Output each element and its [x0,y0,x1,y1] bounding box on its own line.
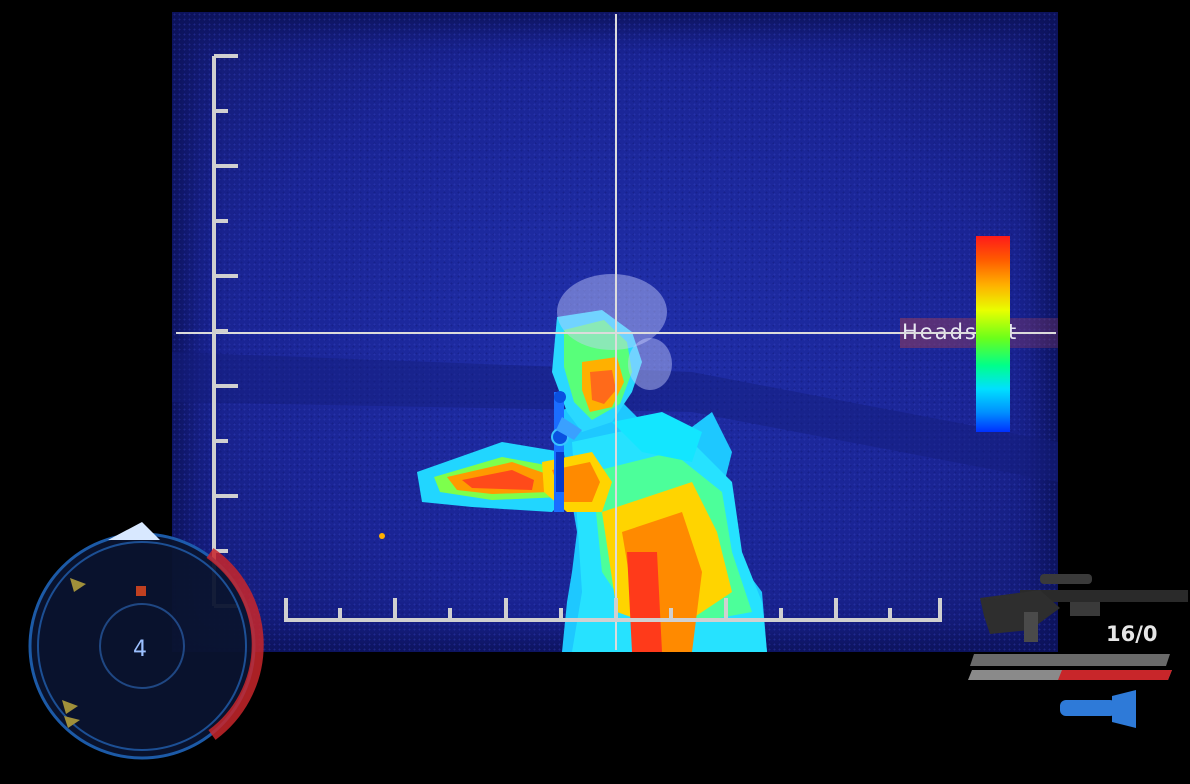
ammo-counter: 16/0 [1106,622,1158,646]
assault-rifle-icon [980,574,1188,642]
radar-minimap: 4 [28,522,264,760]
thermal-target-figure [172,274,1058,652]
crosshair [176,14,1056,650]
radar-center-glyph: 4 [133,637,147,662]
horizontal-range-scale [284,598,942,622]
vertical-range-scale [212,54,238,608]
flashlight-icon [1060,690,1136,728]
health-bar [968,654,1172,680]
thermal-color-scale [976,236,1010,432]
